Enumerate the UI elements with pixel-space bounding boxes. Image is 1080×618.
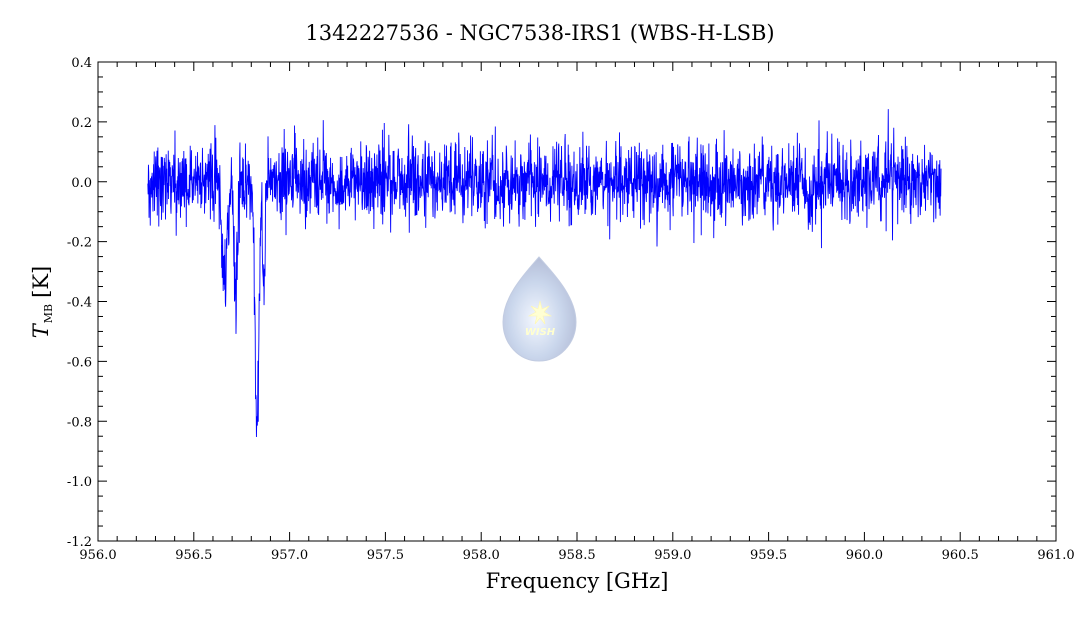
svg-text:TMB[K]: TMB [K]	[29, 266, 55, 338]
star-icon	[527, 300, 553, 325]
y-axis-symbol: T	[29, 322, 53, 338]
wish-watermark: WISH	[502, 256, 577, 362]
x-tick-label: 956.0	[79, 548, 116, 563]
y-tick-label: -0.6	[67, 355, 92, 370]
y-tick-label: 0.0	[71, 176, 92, 191]
y-axis-label: TMB [K]	[29, 266, 55, 338]
chart-title: 1342227536 - NGC7538-IRS1 (WBS-H-LSB)	[305, 21, 774, 45]
x-tick-label: 956.5	[175, 548, 212, 563]
y-axis-unit: [K]	[29, 266, 53, 298]
x-tick-label: 959.5	[750, 548, 787, 563]
x-tick-label: 960.5	[942, 548, 979, 563]
y-tick-label: 0.2	[71, 116, 92, 131]
y-tick-label: 0.4	[71, 56, 92, 71]
series-group	[147, 109, 942, 438]
y-axis-subscript: MB	[42, 304, 55, 323]
x-tick-label: 958.0	[463, 548, 500, 563]
y-tick-label: -1.0	[67, 475, 92, 490]
x-tick-label: 960.0	[846, 548, 883, 563]
x-tick-label: 958.5	[558, 548, 595, 563]
x-tick-labels: 956.0 956.5 957.0 957.5 958.0 958.5 959.0 959.5…	[79, 548, 1074, 563]
x-tick-label: 961.0	[1037, 548, 1074, 563]
water-drop-star-icon	[502, 256, 577, 362]
plot-frame	[97, 61, 1057, 542]
x-tick-label: 957.0	[271, 548, 308, 563]
y-tick-labels: 0.4 0.2 0.0 -0.2 -0.4 -0.6 -0.8 -1.0 -1.2	[67, 56, 92, 550]
x-tick-label: 957.5	[367, 548, 404, 563]
y-tick-label: -0.4	[67, 296, 92, 311]
y-tick-label: -1.2	[67, 535, 92, 550]
y-tick-label: -0.2	[67, 236, 92, 251]
x-tick-label: 959.0	[654, 548, 691, 563]
axis-ticks	[97, 61, 1057, 542]
series-line	[147, 109, 942, 438]
watermark-text: WISH	[525, 327, 556, 338]
x-axis-label: Frequency [GHz]	[486, 569, 669, 593]
y-tick-label: -0.8	[67, 415, 92, 430]
